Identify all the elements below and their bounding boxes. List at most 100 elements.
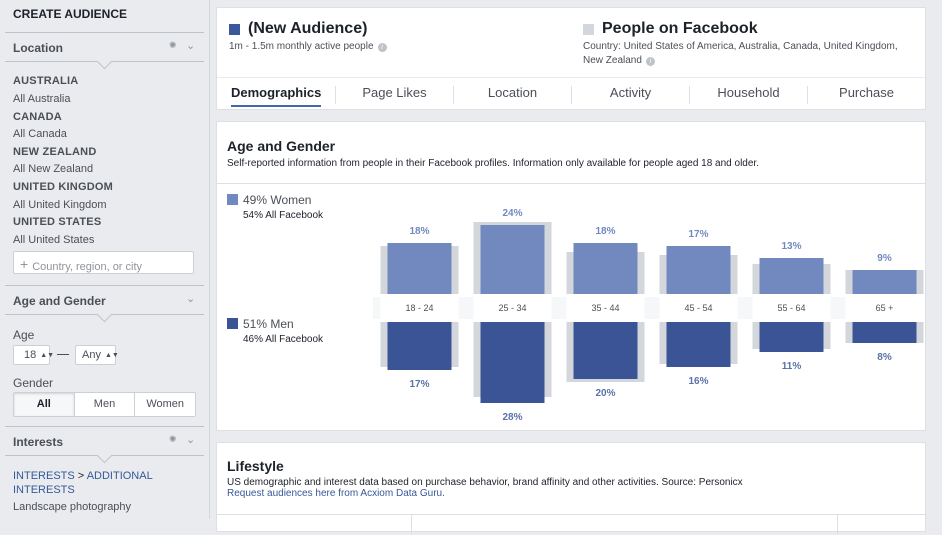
men-legend: 51% Men: [227, 317, 294, 331]
gear-icon[interactable]: ✺: [169, 434, 177, 444]
women-value-label: 17%: [688, 229, 708, 240]
location-region[interactable]: All Australia: [13, 93, 71, 105]
interest-item[interactable]: Landscape photography: [13, 501, 132, 513]
info-icon[interactable]: i: [645, 57, 655, 66]
age-max-select[interactable]: Any ▲▼: [75, 345, 119, 365]
tab-demographics[interactable]: Demographics: [231, 78, 321, 111]
men-bar: [573, 322, 638, 379]
age-category-label: 18 - 24: [405, 303, 433, 313]
lifestyle-panel: Lifestyle US demographic and interest da…: [216, 442, 926, 535]
tab-separator: [689, 86, 690, 104]
age-gender-title: Age and Gender: [227, 138, 336, 154]
band-gap: [659, 294, 738, 322]
women-value-label: 18%: [409, 226, 429, 237]
interests-path-part[interactable]: INTERESTS: [13, 484, 75, 496]
band-gap: [845, 294, 924, 322]
men-value-label: 11%: [782, 361, 802, 372]
tab-location[interactable]: Location: [487, 85, 538, 100]
location-region[interactable]: All Canada: [13, 128, 67, 140]
age-max-value: Any: [82, 349, 101, 361]
age-gender-header[interactable]: Age and Gender: [13, 294, 106, 308]
audience-summary-panel: (New Audience) 1m - 1.5m monthly active …: [216, 7, 926, 110]
tab-separator: [807, 86, 808, 104]
column-divider: [837, 515, 838, 535]
lifestyle-title: Lifestyle: [227, 458, 284, 474]
tab-purchase[interactable]: Purchase: [839, 85, 894, 100]
tab-separator: [453, 86, 454, 104]
gender-all-button[interactable]: All: [14, 393, 75, 416]
men-legend-label: 51% Men: [243, 317, 294, 331]
divider: [5, 285, 204, 286]
updown-icon: ▲▼: [40, 352, 55, 359]
info-icon[interactable]: i: [377, 43, 387, 52]
age-label: Age: [13, 328, 35, 342]
acxiom-link[interactable]: Request audiences here from Acxiom Data …: [227, 488, 445, 499]
men-swatch: [227, 318, 238, 329]
section-notch: [96, 447, 113, 464]
tab-bar: Demographics Page Likes Location Activit…: [217, 77, 925, 111]
location-header[interactable]: Location: [13, 41, 63, 55]
age-min-value: 18: [24, 349, 37, 361]
age-gender-chart: 18 - 24 18% 17% 25 - 34 24% 28% 35 - 44 18% 20% 4…: [373, 208, 924, 423]
tab-activity[interactable]: Activity: [609, 85, 652, 100]
location-region[interactable]: All United States: [13, 234, 95, 246]
women-legend: 49% Women: [227, 193, 311, 207]
section-notch: [96, 53, 113, 70]
gender-women-button[interactable]: Women: [146, 398, 185, 410]
divider: [5, 426, 204, 427]
sidebar: CREATE AUDIENCE Location ✺ ⌄ AUSTRALIA A…: [0, 0, 210, 519]
men-bar: [666, 322, 731, 367]
gender-men-button[interactable]: Men: [75, 393, 136, 416]
tab-separator: [571, 86, 572, 104]
men-value-label: 8%: [877, 352, 892, 363]
women-value-label: 13%: [781, 241, 801, 252]
chevron-down-icon[interactable]: ⌄: [186, 434, 196, 446]
location-region[interactable]: All United Kingdom: [13, 199, 107, 211]
gear-icon[interactable]: ✺: [169, 40, 177, 50]
women-legend-label: 49% Women: [243, 193, 312, 207]
age-category-label: 65 +: [876, 303, 894, 313]
women-bar: [480, 225, 545, 294]
range-dash: [57, 354, 69, 355]
chevron-down-icon[interactable]: ⌄: [186, 40, 196, 52]
column-divider: [411, 515, 412, 535]
women-bar: [666, 246, 731, 294]
men-value-label: 20%: [595, 388, 615, 399]
location-search-input[interactable]: + Country, region, or city: [13, 251, 194, 274]
divider: [217, 514, 925, 515]
location-region[interactable]: All New Zealand: [13, 163, 94, 175]
audience-name: (New Audience): [248, 20, 368, 37]
women-swatch: [227, 194, 238, 205]
band-gap: [473, 294, 552, 322]
interests-path[interactable]: INTERESTS > ADDITIONAL: [13, 470, 153, 482]
men-bar: [387, 322, 452, 370]
men-bar: [759, 322, 824, 352]
band-gap: [752, 294, 831, 322]
women-all-facebook: 54% All Facebook: [243, 210, 324, 221]
age-category-label: 25 - 34: [498, 303, 526, 313]
tab-page-likes[interactable]: Page Likes: [362, 85, 427, 100]
band-gap: [566, 294, 645, 322]
facebook-color-swatch: [583, 24, 594, 35]
age-category-label: 35 - 44: [591, 303, 619, 313]
age-category-label: 45 - 54: [684, 303, 712, 313]
men-bar: [852, 322, 917, 343]
women-bar: [759, 258, 824, 294]
location-country: NEW ZEALAND: [13, 146, 97, 158]
interests-path-part[interactable]: INTERESTS: [13, 470, 75, 482]
men-value-label: 17%: [409, 379, 429, 390]
lifestyle-subtitle: US demographic and interest data based o…: [227, 477, 743, 488]
age-min-select[interactable]: 18 ▲▼: [13, 345, 54, 365]
band-gap: [380, 294, 459, 322]
audience-size: 1m - 1.5m monthly active people i: [229, 41, 387, 52]
chevron-down-icon[interactable]: ⌄: [186, 293, 196, 305]
interests-header[interactable]: Interests: [13, 435, 64, 449]
interests-path-part[interactable]: ADDITIONAL: [86, 470, 153, 482]
location-country: AUSTRALIA: [13, 75, 79, 87]
tab-household[interactable]: Household: [717, 85, 780, 100]
location-input-placeholder: Country, region, or city: [32, 261, 143, 273]
men-value-label: 16%: [688, 376, 708, 387]
women-bar: [852, 270, 917, 294]
interests-path-sep: >: [77, 470, 85, 482]
men-value-label: 28%: [502, 412, 522, 423]
